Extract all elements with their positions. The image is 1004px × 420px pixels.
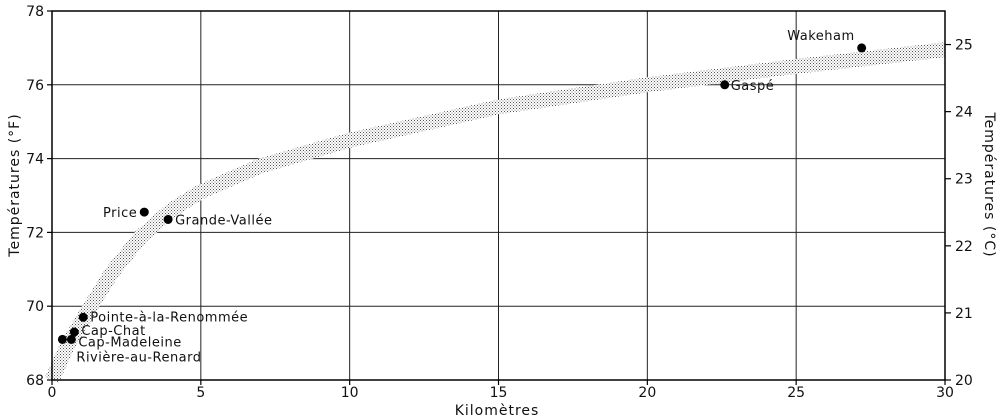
y-tick-label: 72 [26, 225, 44, 241]
data-point [57, 334, 67, 344]
x-tick-label: 5 [196, 385, 205, 401]
x-tick-label: 0 [48, 385, 57, 401]
data-point [139, 207, 149, 217]
y2-tick-label: 23 [955, 172, 973, 188]
x-tick-label: 15 [490, 385, 508, 401]
y-tick-label: 68 [26, 373, 44, 389]
point-label: Pointe-à-la-Renommée [90, 310, 248, 325]
point-label: Wakeham [787, 29, 854, 44]
data-point [163, 214, 173, 224]
point-label: Rivière-au-Renard [76, 350, 201, 365]
points-group [57, 43, 867, 344]
y-tick-label: 74 [26, 152, 44, 168]
y2-tick-label: 25 [955, 38, 973, 54]
y-tick-label: 76 [26, 78, 44, 94]
axes: 0 5 10 15 20 25 30 68 70 72 74 76 78 20 21 22 23 24 25 [26, 4, 973, 401]
y2-tick-label: 24 [955, 105, 973, 121]
x-tick-label: 30 [936, 385, 954, 401]
y2-tick-label: 22 [955, 239, 973, 255]
x-tick-label: 25 [787, 385, 805, 401]
y2-tick-label: 21 [955, 306, 973, 322]
data-point [69, 327, 79, 337]
data-point [78, 312, 88, 322]
y-tick-label: 70 [26, 299, 44, 315]
data-point [720, 80, 730, 90]
data-point [857, 43, 867, 53]
x-tick-label: 20 [638, 385, 656, 401]
labels-group: Wakeham Gaspé Price Grande-Vallée Pointe-à-l… [76, 29, 854, 366]
point-label: Cap-Madeleine [78, 335, 181, 350]
x-axis-title: Kilomètres [455, 403, 540, 419]
x-tick-label: 10 [341, 385, 359, 401]
y-axis-title: Températures (°F) [7, 113, 23, 257]
point-label: Cap-Chat [81, 324, 145, 339]
point-label: Grande-Vallée [175, 213, 272, 228]
data-point [66, 334, 76, 344]
y2-tick-label: 20 [955, 373, 973, 389]
y-tick-label: 78 [26, 4, 44, 20]
point-label: Price [103, 206, 137, 221]
point-label: Gaspé [731, 79, 775, 94]
y2-axis-title: Températures (°C) [981, 111, 997, 257]
